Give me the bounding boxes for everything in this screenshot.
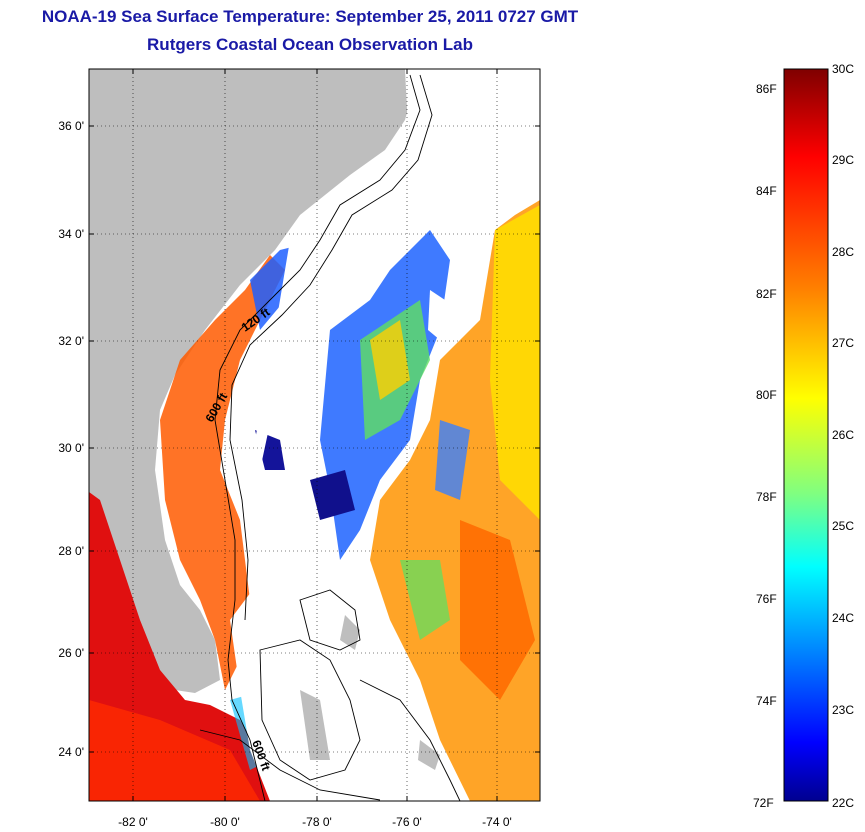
colorbar-c-label: 24C — [832, 611, 855, 625]
lat-label: 34 0' — [58, 227, 84, 241]
lon-label: -78 0' — [302, 815, 332, 829]
colorbar-f-label: 84F — [756, 184, 777, 198]
map-title: NOAA-19 Sea Surface Temperature: Septemb… — [41, 7, 579, 26]
lat-label: 32 0' — [58, 334, 84, 348]
colorbar-c-label: 29C — [832, 153, 855, 167]
colorbar-c-label: 27C — [832, 336, 855, 350]
lat-label: 24 0' — [58, 745, 84, 759]
map-subtitle: Rutgers Coastal Ocean Observation Lab — [147, 35, 473, 54]
lon-label: -82 0' — [118, 815, 148, 829]
colorbar-f-label: 86F — [756, 82, 777, 96]
colorbar-f-label: 72F — [753, 796, 774, 810]
lat-label: 36 0' — [58, 119, 84, 133]
colorbar-f-label: 82F — [756, 287, 777, 301]
colorbar-f-label: 78F — [756, 490, 777, 504]
colorbar-c-label: 25C — [832, 519, 855, 533]
lat-label: 30 0' — [58, 441, 84, 455]
colorbar — [783, 68, 829, 802]
lat-label: 26 0' — [58, 646, 84, 660]
colorbar-f-label: 80F — [756, 388, 777, 402]
colorbar-c-label: 22C — [832, 796, 855, 810]
isobath-contours — [199, 74, 461, 801]
colorbar-c-label: 23C — [832, 703, 855, 717]
colorbar-c-label: 30C — [832, 62, 855, 76]
plot-border — [88, 68, 541, 802]
land-mass — [89, 69, 413, 693]
colorbar-f-label: 76F — [756, 592, 777, 606]
lon-label: -80 0' — [210, 815, 240, 829]
lon-label: -76 0' — [392, 815, 422, 829]
lat-label: 28 0' — [58, 544, 84, 558]
lon-label: -74 0' — [482, 815, 512, 829]
colorbar-f-label: 74F — [756, 694, 777, 708]
colorbar-c-label: 28C — [832, 245, 855, 259]
colorbar-c-label: 26C — [832, 428, 855, 442]
coastal-warm-band — [160, 255, 285, 690]
